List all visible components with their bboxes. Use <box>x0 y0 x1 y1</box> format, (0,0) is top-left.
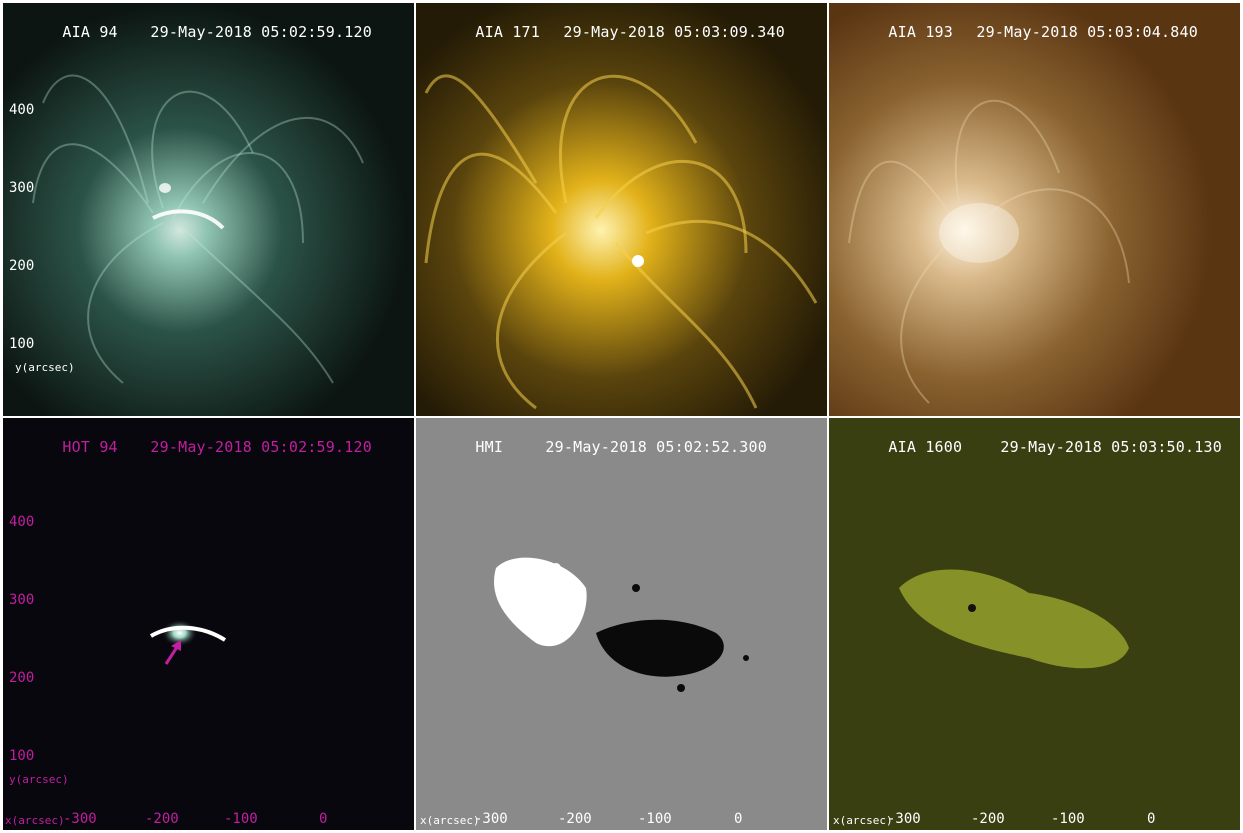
x-tick-minus200: -200 <box>971 811 1005 827</box>
instrument-label: HOT 94 <box>62 438 118 456</box>
y-axis-label: y(arcsec) <box>9 773 69 786</box>
y-tick-400: 400 <box>9 102 35 118</box>
x-tick-minus300: -300 <box>887 811 921 827</box>
panel-aia171: AIA 171 29-May-2018 05:03:09.340 <box>416 3 827 416</box>
panel-header: HMI 29-May-2018 05:02:52.300 <box>420 420 767 474</box>
timestamp-label: 29-May-2018 05:02:59.120 <box>150 23 372 41</box>
panel-header: AIA 171 29-May-2018 05:03:09.340 <box>420 5 785 59</box>
panel-header: AIA 94 29-May-2018 05:02:59.120 <box>7 5 372 59</box>
instrument-label: AIA 1600 <box>888 438 963 456</box>
hot94-image <box>3 418 414 830</box>
x-tick-minus100: -100 <box>638 811 672 827</box>
x-axis-label: x(arcsec) <box>420 814 480 827</box>
y-tick-200: 200 <box>9 670 35 686</box>
instrument-label: HMI <box>475 438 504 456</box>
timestamp-label: 29-May-2018 05:03:09.340 <box>563 23 785 41</box>
panel-header: AIA 1600 29-May-2018 05:03:50.130 <box>833 420 1222 474</box>
x-axis-label: x(arcsec) <box>5 814 65 827</box>
instrument-label: AIA 193 <box>888 23 954 41</box>
arrow-icon <box>164 640 181 665</box>
timestamp-label: 29-May-2018 05:03:50.130 <box>1000 438 1222 456</box>
y-tick-300: 300 <box>9 180 35 196</box>
x-tick-minus200: -200 <box>558 811 592 827</box>
panel-hot94: HOT 94 29-May-2018 05:02:59.120 400 300 2… <box>3 418 414 830</box>
hmi-image <box>416 418 827 830</box>
timestamp-label: 29-May-2018 05:02:52.300 <box>545 438 767 456</box>
y-axis-label: y(arcsec) <box>15 361 75 374</box>
instrument-label: AIA 171 <box>475 23 541 41</box>
x-tick-minus100: -100 <box>224 811 258 827</box>
timestamp-label: 29-May-2018 05:02:59.120 <box>150 438 372 456</box>
x-tick-0: 0 <box>319 811 328 827</box>
y-tick-300: 300 <box>9 592 35 608</box>
aia193-image <box>829 3 1240 416</box>
panel-hmi: HMI 29-May-2018 05:02:52.300 x(arcsec) -3… <box>416 418 827 830</box>
x-tick-minus100: -100 <box>1051 811 1085 827</box>
panel-aia1600: AIA 1600 29-May-2018 05:03:50.130 x(arcse… <box>829 418 1240 830</box>
x-tick-0: 0 <box>734 811 743 827</box>
aia1600-image <box>829 418 1240 830</box>
image-grid: AIA 94 29-May-2018 05:02:59.120 400 300 2… <box>3 3 1240 830</box>
y-tick-100: 100 <box>9 748 35 764</box>
y-tick-200: 200 <box>9 258 35 274</box>
x-tick-minus200: -200 <box>145 811 179 827</box>
x-tick-0: 0 <box>1147 811 1156 827</box>
y-tick-100: 100 <box>9 336 35 352</box>
panel-header: AIA 193 29-May-2018 05:03:04.840 <box>833 5 1198 59</box>
panel-aia94: AIA 94 29-May-2018 05:02:59.120 400 300 2… <box>3 3 414 416</box>
panel-aia193: AIA 193 29-May-2018 05:03:04.840 <box>829 3 1240 416</box>
x-axis-label: x(arcsec) <box>833 814 893 827</box>
x-tick-minus300: -300 <box>474 811 508 827</box>
panel-header: HOT 94 29-May-2018 05:02:59.120 <box>7 420 372 474</box>
timestamp-label: 29-May-2018 05:03:04.840 <box>976 23 1198 41</box>
x-tick-minus300: -300 <box>63 811 97 827</box>
aia171-image <box>416 3 827 416</box>
aia94-image <box>3 3 414 416</box>
instrument-label: AIA 94 <box>62 23 118 41</box>
y-tick-400: 400 <box>9 514 35 530</box>
